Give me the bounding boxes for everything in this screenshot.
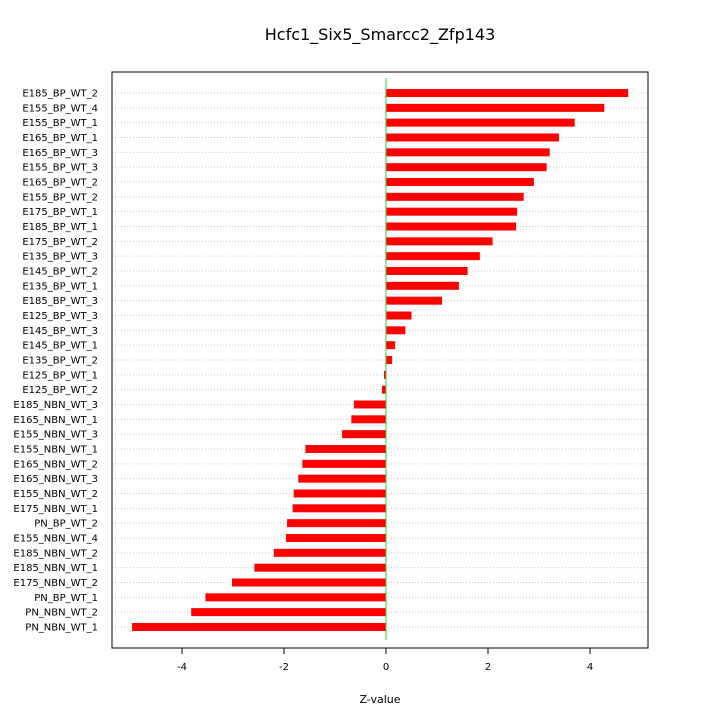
y-tick-label: E155_BP_WT_2 (22, 192, 98, 203)
bar (386, 118, 575, 127)
x-tick-label: 2 (485, 662, 491, 673)
y-tick-label: E145_BP_WT_2 (22, 266, 98, 277)
y-tick-label: E165_BP_WT_3 (22, 148, 98, 159)
bar (383, 370, 386, 379)
y-tick-label: E165_BP_WT_2 (22, 177, 98, 188)
y-tick-label: E155_BP_WT_4 (22, 103, 98, 114)
bar (386, 89, 629, 97)
bar (386, 355, 393, 364)
bar (287, 519, 386, 528)
y-tick-label: E155_BP_WT_1 (22, 118, 98, 129)
y-tick-label: E155_NBN_WT_4 (13, 533, 98, 544)
y-tick-label: E135_BP_WT_1 (22, 281, 98, 292)
y-tick-label: E175_NBN_WT_1 (13, 504, 98, 515)
bar (132, 622, 386, 631)
bar (231, 578, 386, 587)
bar (342, 430, 386, 439)
bar (386, 296, 443, 305)
x-axis-label: Z-value (359, 693, 400, 706)
y-tick-label: E125_BP_WT_3 (22, 311, 98, 322)
y-tick-label: E185_BP_WT_3 (22, 296, 98, 307)
bar (386, 192, 524, 201)
bar (293, 489, 386, 498)
y-tick-label: E185_NBN_WT_2 (13, 548, 98, 559)
y-tick-label: E125_BP_WT_1 (22, 370, 98, 381)
bar (386, 326, 406, 335)
y-tick-label: E175_BP_WT_2 (22, 237, 98, 248)
bar (386, 237, 493, 246)
y-tick-label: E175_NBN_WT_2 (13, 578, 98, 589)
y-tick-label: E165_BP_WT_1 (22, 133, 98, 144)
bar (298, 474, 386, 483)
y-tick-label: E125_BP_WT_2 (22, 385, 98, 396)
y-tick-label: PN_NBN_WT_1 (25, 622, 98, 633)
chart-title: Hcfc1_Six5_Smarcc2_Zfp143 (265, 25, 496, 45)
x-axis: -4 -2 0 2 4 (177, 647, 593, 673)
y-tick-label: E155_NBN_WT_2 (13, 489, 98, 500)
bar (286, 533, 386, 542)
y-tick-label: E135_BP_WT_3 (22, 252, 98, 263)
y-tick-label: E145_BP_WT_1 (22, 341, 98, 352)
y-tick-label: E135_BP_WT_2 (22, 355, 98, 366)
x-tick-label: 4 (587, 662, 593, 673)
y-tick-label: E185_BP_WT_1 (22, 222, 98, 233)
y-axis-labels: E185_BP_WT_2 E155_BP_WT_4 E155_BP_WT_1 E165… (13, 89, 98, 634)
y-tick-label: E145_BP_WT_3 (22, 326, 98, 337)
x-tick-label: -2 (279, 662, 289, 673)
bar (386, 163, 547, 172)
y-tick-label: PN_BP_WT_1 (34, 593, 98, 604)
bar (305, 444, 386, 453)
y-tick-label: E185_NBN_WT_1 (13, 563, 98, 574)
y-tick-label: E165_NBN_WT_2 (13, 459, 98, 470)
bar (386, 281, 459, 290)
bar (254, 563, 386, 572)
y-tick-label: E185_NBN_WT_3 (13, 400, 98, 411)
y-tick-label: E185_BP_WT_2 (22, 89, 98, 100)
y-tick-label: E155_NBN_WT_1 (13, 444, 98, 455)
y-tick-label: E175_BP_WT_1 (22, 207, 98, 218)
bars (132, 89, 629, 631)
y-tick-label: E155_NBN_WT_3 (13, 430, 98, 441)
bar (386, 103, 605, 112)
bar (386, 133, 559, 142)
y-tick-label: E165_NBN_WT_1 (13, 415, 98, 426)
bar (191, 608, 386, 617)
y-tick-label: E165_NBN_WT_3 (13, 474, 98, 485)
bar (386, 341, 396, 350)
bar (386, 266, 468, 275)
bar (302, 459, 386, 468)
y-tick-label: E155_BP_WT_3 (22, 163, 98, 174)
x-tick-label: -4 (177, 662, 187, 673)
bar (386, 148, 550, 157)
x-tick-label: 0 (383, 662, 389, 673)
y-tick-label: PN_NBN_WT_2 (25, 608, 98, 619)
bar (386, 311, 412, 320)
bar (353, 400, 386, 409)
bar (292, 504, 386, 513)
y-tick-label: PN_BP_WT_2 (34, 519, 98, 530)
bar (273, 548, 386, 557)
bar (351, 415, 386, 424)
bar (386, 222, 517, 231)
bar (381, 385, 386, 394)
bar (386, 207, 518, 216)
bar (386, 177, 534, 186)
bar (205, 593, 386, 602)
bar (386, 252, 480, 261)
